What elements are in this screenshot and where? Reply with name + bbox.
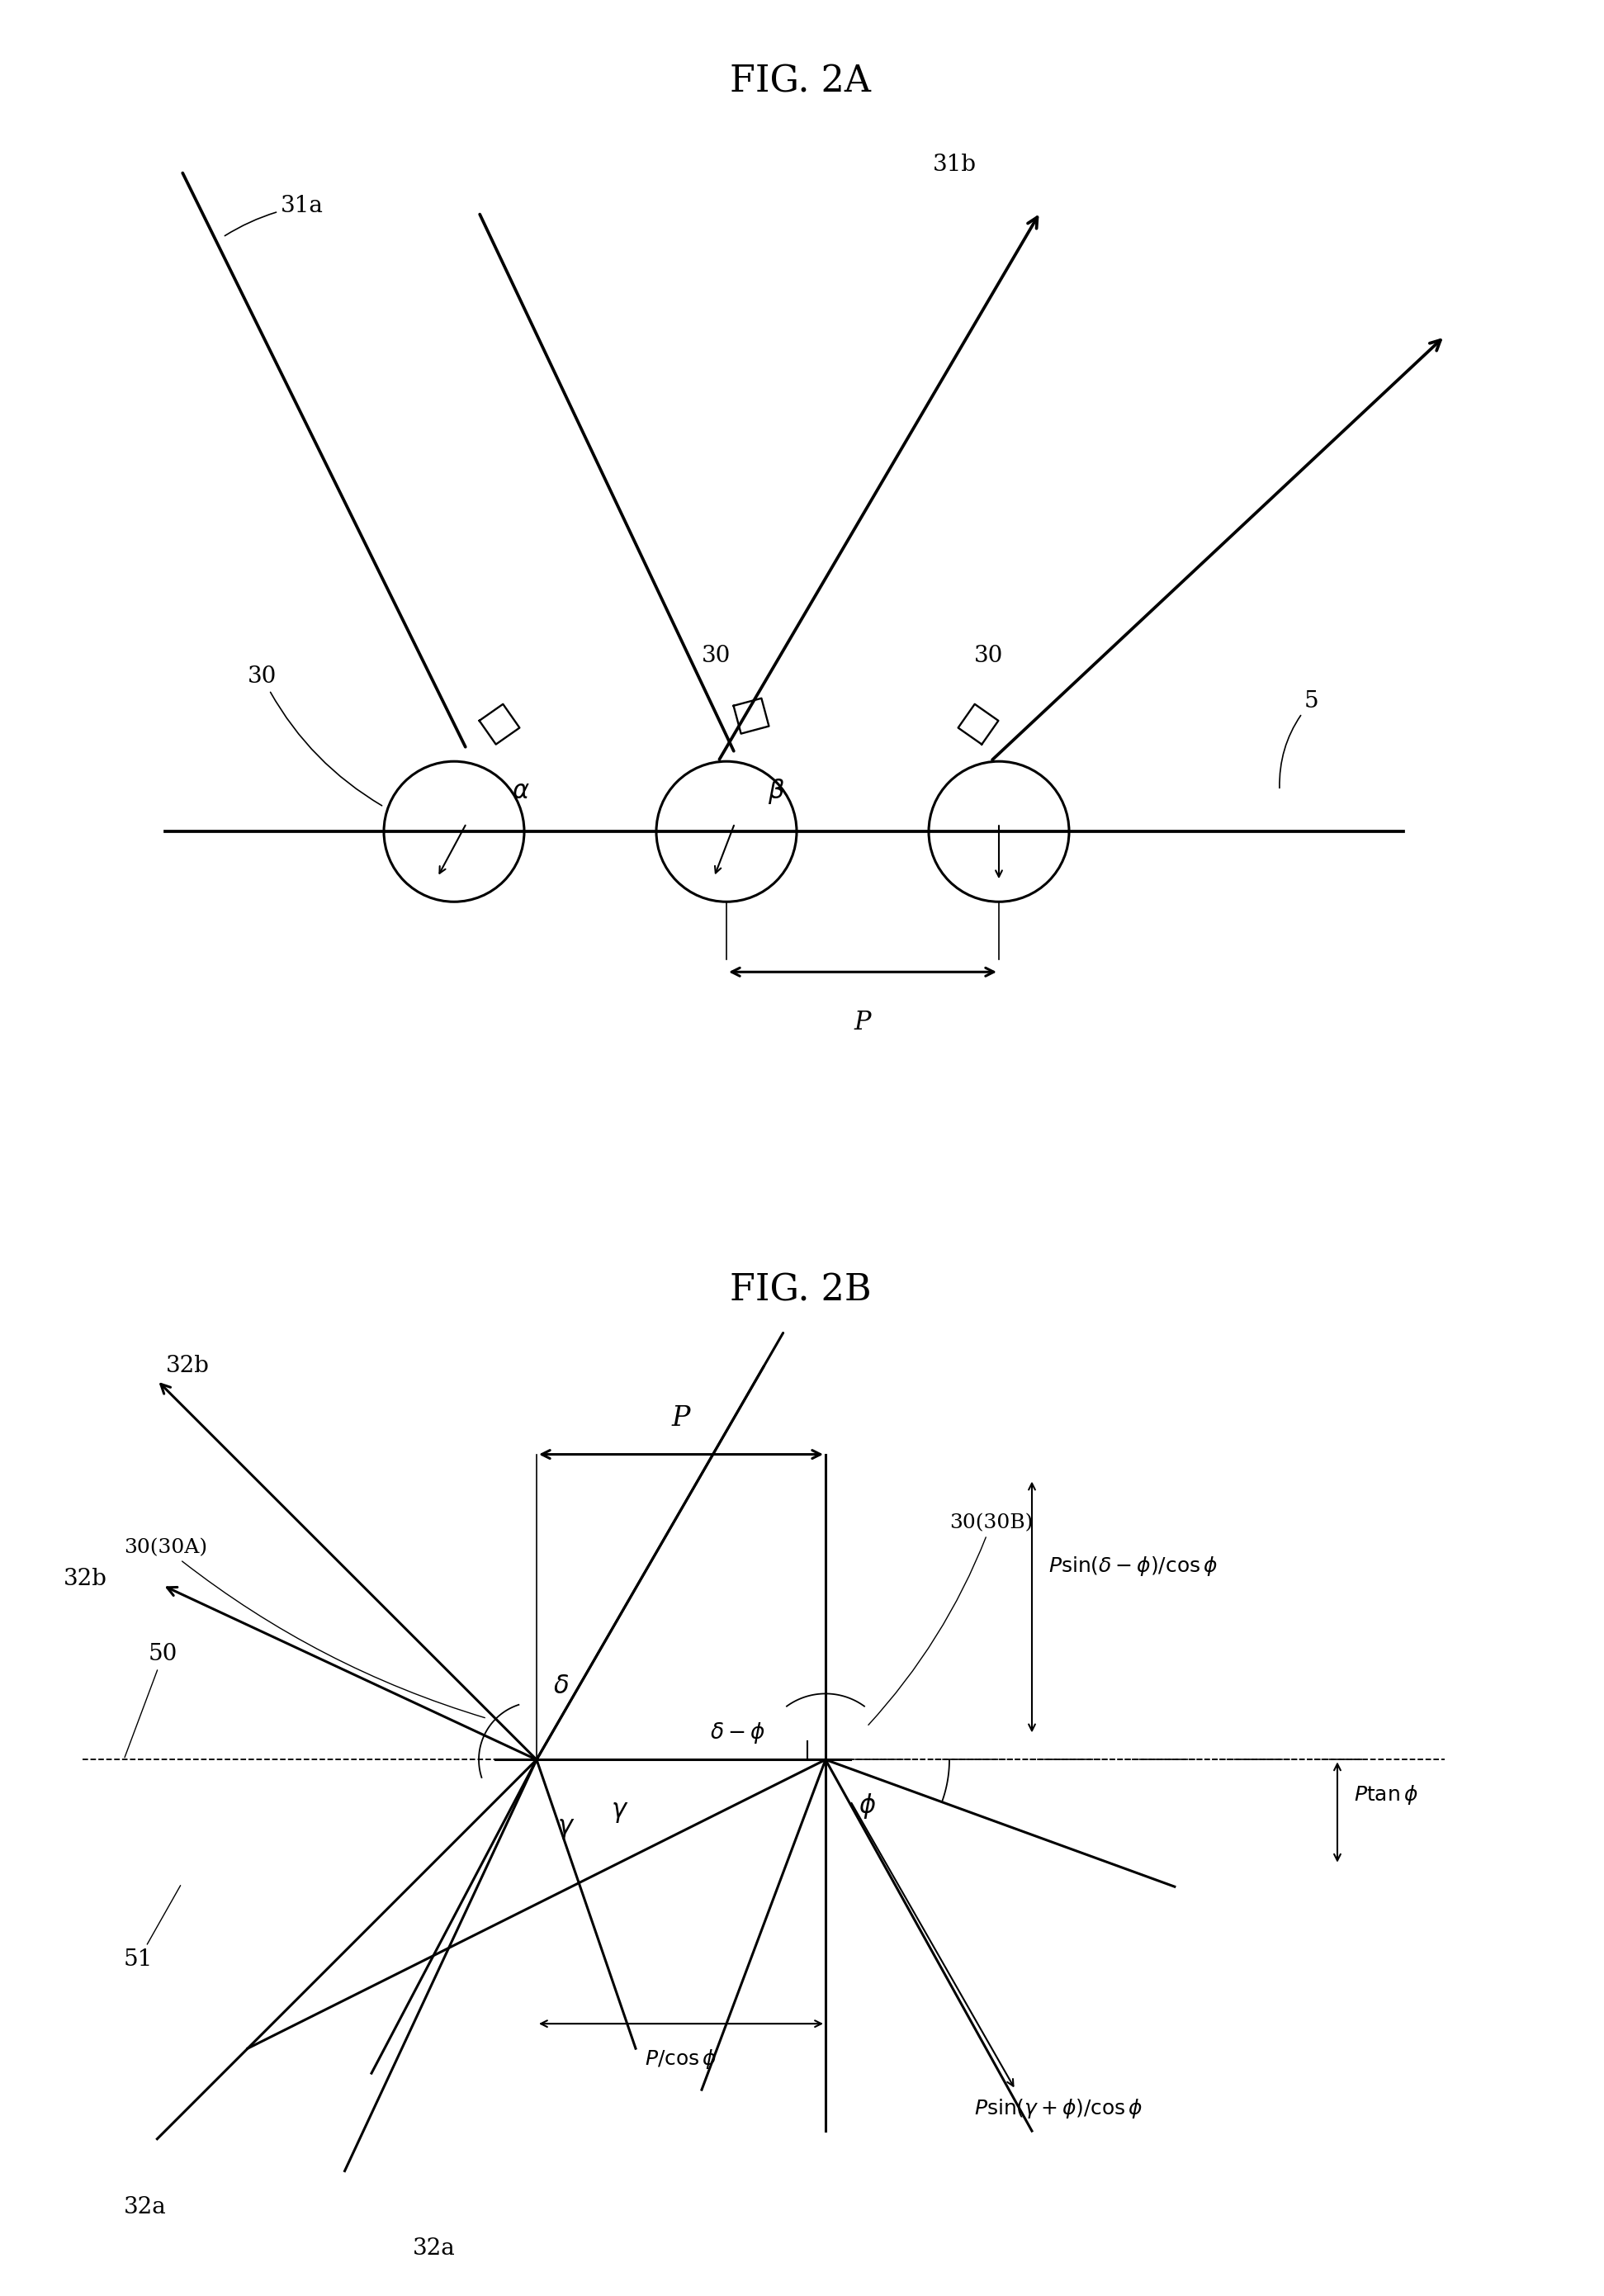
- Circle shape: [383, 762, 525, 902]
- Text: P: P: [855, 1010, 871, 1035]
- Text: $P\sin(\delta-\phi)/\cos\phi$: $P\sin(\delta-\phi)/\cos\phi$: [1049, 1554, 1217, 1577]
- Text: 51: 51: [124, 1885, 181, 1970]
- Text: $\delta$: $\delta$: [553, 1674, 569, 1699]
- Text: $\phi$: $\phi$: [858, 1791, 876, 1821]
- Text: 32b: 32b: [64, 1568, 107, 1591]
- Text: 30: 30: [701, 645, 731, 668]
- Text: $P/\cos\phi$: $P/\cos\phi$: [645, 2048, 717, 2071]
- Text: FIG. 2B: FIG. 2B: [730, 1272, 871, 1309]
- Text: 50: 50: [125, 1644, 178, 1756]
- Text: $\alpha$: $\alpha$: [512, 778, 529, 804]
- Text: 32a: 32a: [124, 2197, 167, 2218]
- Text: 31b: 31b: [934, 154, 977, 177]
- Text: $\gamma$: $\gamma$: [611, 1800, 629, 1825]
- Circle shape: [929, 762, 1068, 902]
- Text: 32a: 32a: [412, 2236, 456, 2259]
- Text: 5: 5: [1280, 691, 1318, 788]
- Text: $\gamma$: $\gamma$: [557, 1816, 574, 1841]
- Text: 30(30B): 30(30B): [868, 1513, 1033, 1724]
- Text: 30(30A): 30(30A): [124, 1538, 484, 1717]
- Text: $\delta-\phi$: $\delta-\phi$: [711, 1722, 765, 1745]
- Text: P: P: [672, 1405, 690, 1430]
- Text: 31a: 31a: [225, 195, 324, 236]
- Text: $P\sin(\gamma+\phi)/\cos\phi$: $P\sin(\gamma+\phi)/\cos\phi$: [974, 2096, 1144, 2119]
- Text: $\beta$: $\beta$: [768, 776, 784, 806]
- Text: 30: 30: [974, 645, 1004, 668]
- Circle shape: [656, 762, 797, 902]
- Text: $P\tan\phi$: $P\tan\phi$: [1354, 1784, 1418, 1807]
- Text: FIG. 2A: FIG. 2A: [730, 64, 871, 99]
- Text: 30: 30: [247, 666, 382, 806]
- Text: 32b: 32b: [165, 1355, 209, 1378]
